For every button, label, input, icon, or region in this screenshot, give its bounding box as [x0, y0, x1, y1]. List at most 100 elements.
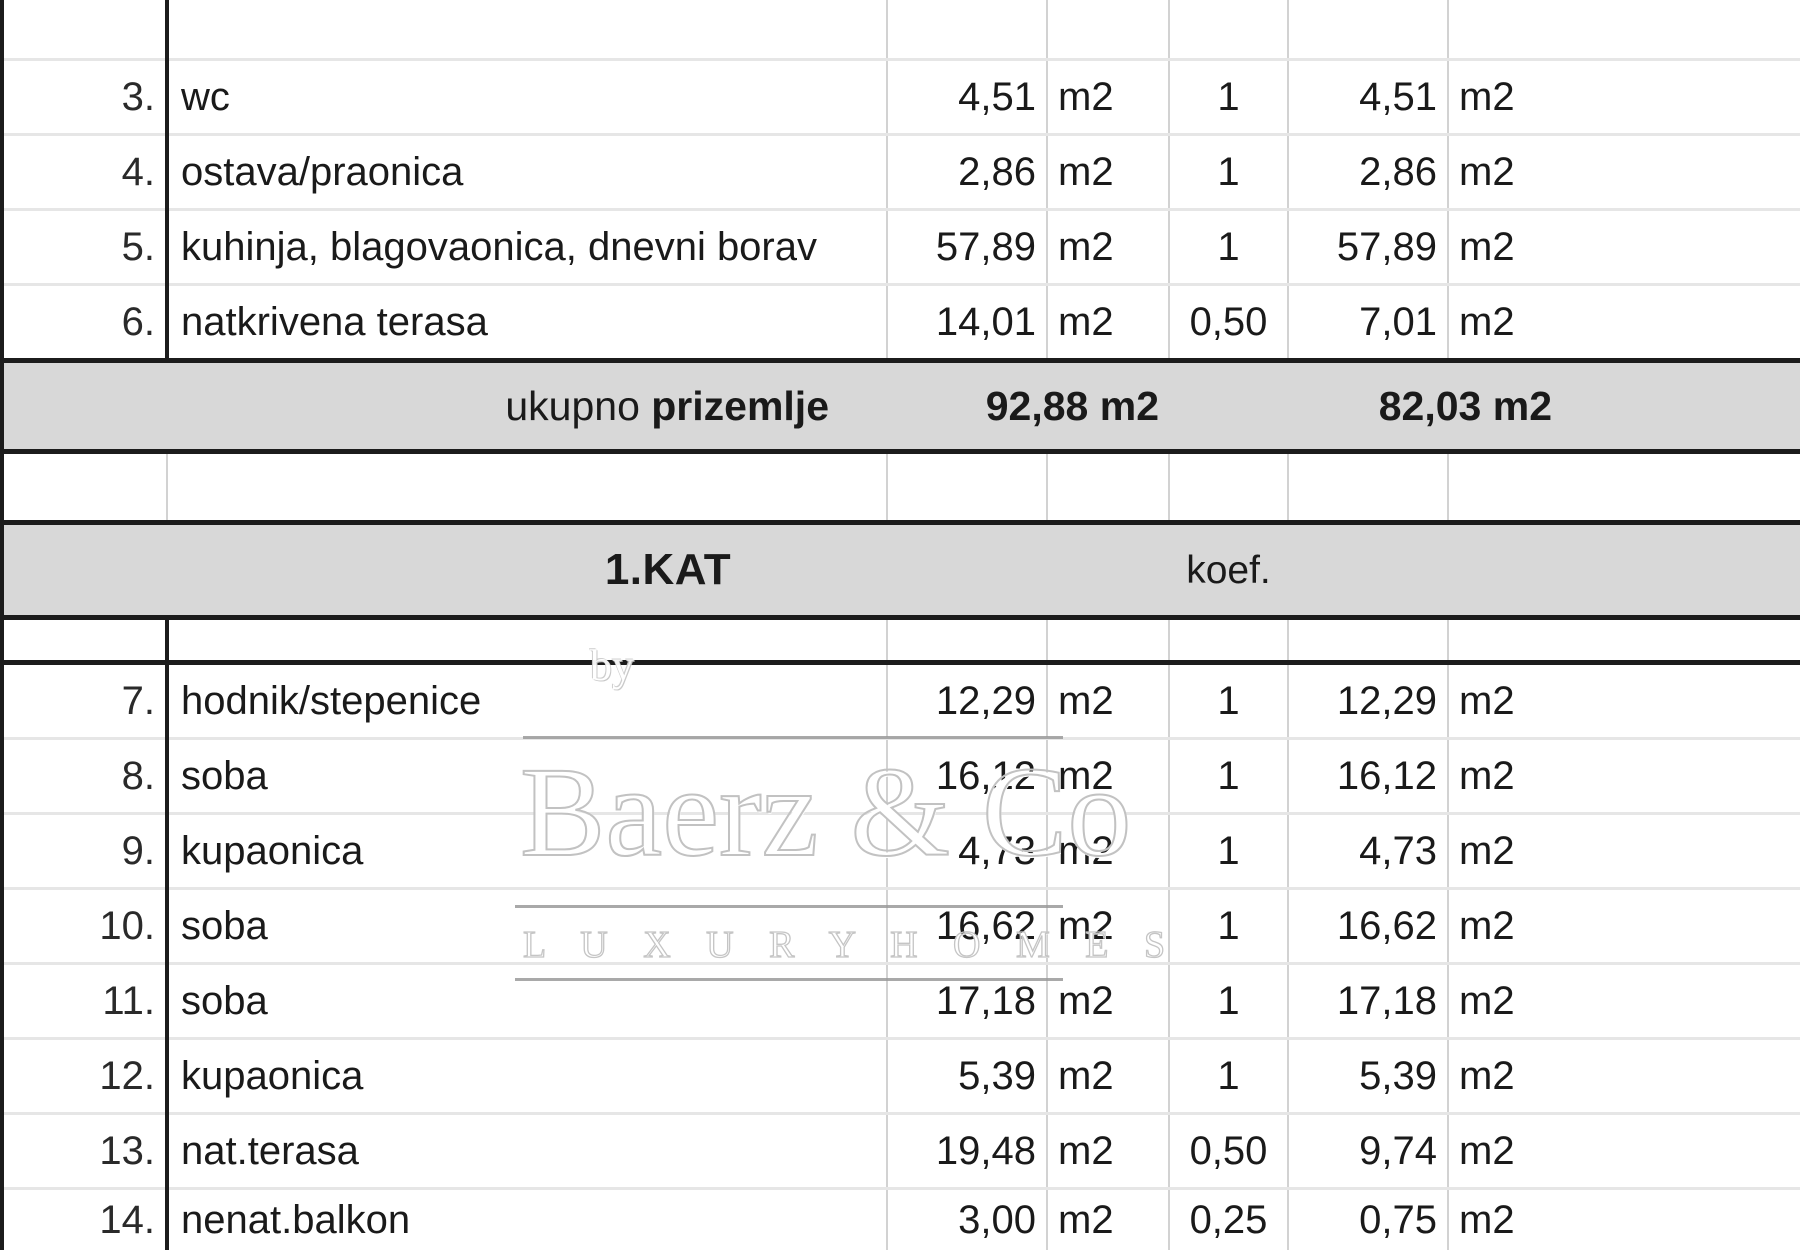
- row-area-cell: 12,29: [887, 663, 1047, 739]
- row-number-cell: 13.: [57, 1114, 167, 1189]
- row-tail-cell: [1562, 964, 1800, 1039]
- row-gutter: [2, 1039, 57, 1114]
- table-row[interactable]: 6. natkrivena terasa 14,01 m2 0,50 7,01 …: [2, 285, 1800, 361]
- row-area-cell: 4,73: [887, 814, 1047, 889]
- row-total-cell: 7,01: [1288, 285, 1448, 361]
- table-row-clipped-bottom[interactable]: 14. nenat.balkon 3,00 m2 0,25 0,75 m2: [2, 1189, 1800, 1250]
- spacer-total-unit-cell: [1448, 452, 1562, 523]
- row-gutter: [2, 814, 57, 889]
- table-row[interactable]: 3. wc 4,51 m2 1 4,51 m2: [2, 60, 1800, 135]
- table-row[interactable]: 5. kuhinja, blagovaonica, dnevni borav 5…: [2, 210, 1800, 285]
- row-area-unit-cell: m2: [1047, 60, 1169, 135]
- subtotal-area-text: 92,88 m2: [986, 383, 1159, 429]
- section-total-unit-cell: [1448, 523, 1562, 618]
- row-tail-cell: [1562, 814, 1800, 889]
- row-koef-cell: 0,25: [1169, 1189, 1288, 1250]
- row-gutter: [2, 361, 57, 452]
- table-row[interactable]: 12. kupaonica 5,39 m2 1 5,39 m2: [2, 1039, 1800, 1114]
- row-tail-cell: [1562, 523, 1800, 618]
- row-number-cell: 3.: [57, 60, 167, 135]
- row-total-cell: 9,74: [1288, 1114, 1448, 1189]
- spacer-area-unit-cell: [1047, 452, 1169, 523]
- section-koef-label: koef.: [1169, 523, 1288, 618]
- row-area-unit-cell: [1047, 0, 1169, 60]
- thin-description-cell: [167, 618, 887, 663]
- row-gutter: [2, 663, 57, 739]
- row-area-unit-cell: m2: [1047, 210, 1169, 285]
- subtotal-total-text: 82,03 m2: [1379, 383, 1552, 429]
- row-area-cell: [887, 0, 1047, 60]
- thin-area-unit-cell: [1047, 618, 1169, 663]
- row-number-cell: 6.: [57, 285, 167, 361]
- row-total-unit-cell: m2: [1448, 1039, 1562, 1114]
- row-tail-cell: [1562, 1189, 1800, 1250]
- row-total-cell: 0,75: [1288, 1189, 1448, 1250]
- subtotal-total-value: 82,03 m2: [1288, 361, 1562, 452]
- row-area-cell: 3,00: [887, 1189, 1047, 1250]
- row-tail-cell: [1562, 60, 1800, 135]
- row-total-unit-cell: m2: [1448, 135, 1562, 210]
- table-row[interactable]: 4. ostava/praonica 2,86 m2 1 2,86 m2: [2, 135, 1800, 210]
- row-description-cell: wc: [167, 60, 887, 135]
- row-area-unit-cell: m2: [1047, 739, 1169, 814]
- row-koef-cell: 1: [1169, 814, 1288, 889]
- row-total-unit-cell: m2: [1448, 814, 1562, 889]
- section-title: 1.KAT: [167, 523, 1169, 618]
- row-total-unit-cell: m2: [1448, 60, 1562, 135]
- row-koef-cell: 1: [1169, 739, 1288, 814]
- spacer-area-cell: [887, 452, 1047, 523]
- row-total-cell: 12,29: [1288, 663, 1448, 739]
- thin-total-cell: [1288, 618, 1448, 663]
- row-area-unit-cell: m2: [1047, 964, 1169, 1039]
- block-spacer-row: [2, 452, 1800, 523]
- row-area-unit-cell: m2: [1047, 1039, 1169, 1114]
- row-total-cell: [1288, 0, 1448, 60]
- row-number-cell: [57, 0, 167, 60]
- row-description-cell: ostava/praonica: [167, 135, 887, 210]
- row-koef-cell: 1: [1169, 210, 1288, 285]
- table-row[interactable]: 9. kupaonica 4,73 m2 1 4,73 m2: [2, 814, 1800, 889]
- subtotal-label-prefix: ukupno: [505, 383, 651, 429]
- table-row[interactable]: 8. soba 16,12 m2 1 16,12 m2: [2, 739, 1800, 814]
- row-area-cell: 19,48: [887, 1114, 1047, 1189]
- row-tail-cell: [1562, 739, 1800, 814]
- section-total-cell: [1288, 523, 1448, 618]
- table-row[interactable]: 10. soba 16,62 m2 1 16,62 m2: [2, 889, 1800, 964]
- row-area-cell: 4,51: [887, 60, 1047, 135]
- table-row[interactable]: 11. soba 17,18 m2 1 17,18 m2: [2, 964, 1800, 1039]
- row-koef-cell: 0,50: [1169, 285, 1288, 361]
- row-total-cell: 5,39: [1288, 1039, 1448, 1114]
- row-area-cell: 17,18: [887, 964, 1047, 1039]
- row-total-unit-cell: m2: [1448, 964, 1562, 1039]
- row-tail-cell: [1562, 1039, 1800, 1114]
- row-gutter: [2, 618, 57, 663]
- row-koef-cell: [1169, 0, 1288, 60]
- row-gutter: [2, 1114, 57, 1189]
- row-koef-cell: 1: [1169, 60, 1288, 135]
- row-area-cell: 5,39: [887, 1039, 1047, 1114]
- row-total-unit-cell: m2: [1448, 210, 1562, 285]
- spacer-number-cell: [57, 452, 167, 523]
- row-tail-cell: [1562, 663, 1800, 739]
- row-number-cell: 4.: [57, 135, 167, 210]
- table-row[interactable]: 7. hodnik/stepenice 12,29 m2 1 12,29 m2: [2, 663, 1800, 739]
- row-koef-cell: 0,50: [1169, 1114, 1288, 1189]
- table-row[interactable]: 13. nat.terasa 19,48 m2 0,50 9,74 m2: [2, 1114, 1800, 1189]
- row-description-cell: soba: [167, 739, 887, 814]
- row-description-cell: kupaonica: [167, 1039, 887, 1114]
- row-number-cell: 14.: [57, 1189, 167, 1250]
- row-description-cell: nat.terasa: [167, 1114, 887, 1189]
- row-gutter: [2, 135, 57, 210]
- row-number-cell: 5.: [57, 210, 167, 285]
- row-description-cell: kuhinja, blagovaonica, dnevni borav: [167, 210, 887, 285]
- thin-number-cell: [57, 618, 167, 663]
- row-description-cell: kupaonica: [167, 814, 887, 889]
- row-area-cell: 14,01: [887, 285, 1047, 361]
- row-tail-cell: [1562, 452, 1800, 523]
- spacer-description-cell: [167, 452, 887, 523]
- row-gutter: [2, 889, 57, 964]
- row-tail-cell: [1562, 361, 1800, 452]
- row-total-unit-cell: m2: [1448, 1114, 1562, 1189]
- row-description-cell: [167, 0, 887, 60]
